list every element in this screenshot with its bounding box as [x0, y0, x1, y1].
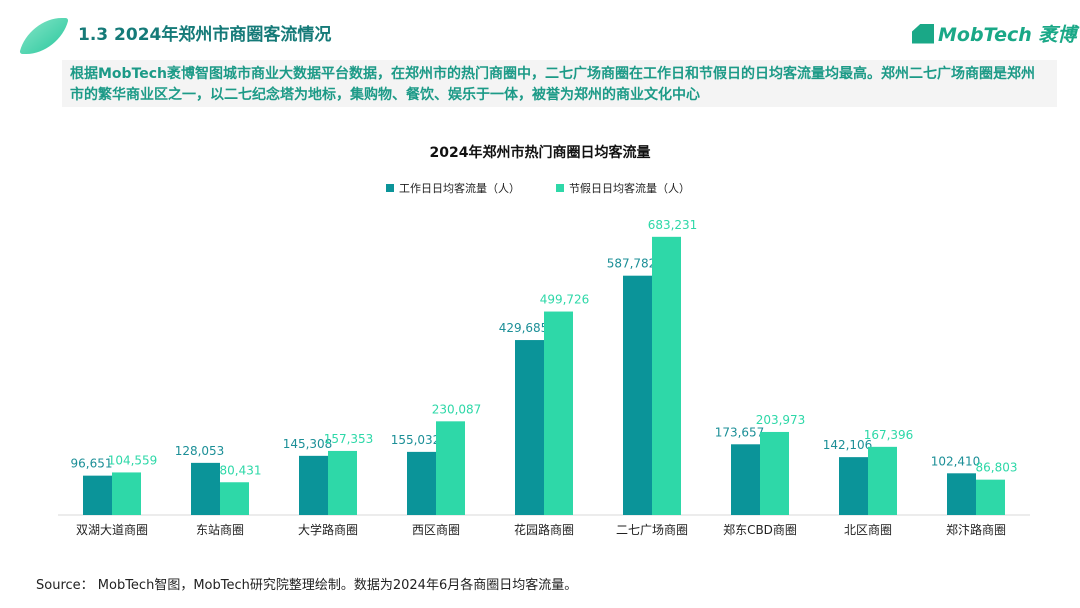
- chart-title: 2024年郑州市热门商圈日均客流量: [430, 144, 651, 161]
- bar: [652, 236, 681, 515]
- legend-swatch: [386, 184, 394, 192]
- bar: [947, 473, 976, 515]
- bar: [112, 472, 141, 515]
- legend-label: 工作日日均客流量（人）: [399, 181, 520, 195]
- bar: [83, 475, 112, 515]
- x-tick-label: 西区商圈: [412, 522, 460, 537]
- data-label: 173,657: [715, 425, 765, 439]
- data-label: 157,353: [324, 432, 374, 446]
- x-tick-label: 花园路商圈: [514, 522, 574, 537]
- data-label: 203,973: [756, 413, 806, 427]
- x-tick-label: 二七广场商圈: [616, 522, 688, 537]
- data-label: 429,685: [499, 321, 549, 335]
- data-label: 683,231: [648, 218, 698, 232]
- legend-swatch: [556, 184, 564, 192]
- logo-mark-icon: [912, 23, 934, 44]
- source-note: Source： MobTech智图，MobTech研究院整理绘制。数据为2024…: [36, 578, 578, 593]
- bar: [839, 457, 868, 515]
- x-tick-label: 北区商圈: [844, 522, 892, 537]
- bar: [407, 451, 436, 515]
- data-label: 587,782: [607, 257, 657, 271]
- data-label: 499,726: [540, 293, 590, 307]
- bar: [220, 482, 249, 515]
- data-label: 128,053: [175, 444, 225, 458]
- data-label: 80,431: [220, 463, 262, 477]
- bar: [868, 446, 897, 515]
- bar: [191, 462, 220, 515]
- data-label: 96,651: [71, 457, 113, 471]
- bar: [623, 275, 652, 515]
- logo-text: MobTech 袤博: [938, 24, 1077, 46]
- x-tick-label: 大学路商圈: [298, 522, 358, 537]
- x-tick-label: 东站商圈: [196, 522, 244, 537]
- data-label: 155,032: [391, 433, 441, 447]
- data-label: 86,803: [976, 461, 1018, 475]
- data-label: 102,410: [931, 454, 981, 468]
- mobtech-logo: MobTech 袤博: [912, 20, 1076, 47]
- bar: [328, 450, 357, 515]
- page-title: 1.3 2024年郑州市商圈客流情况: [78, 25, 332, 45]
- bar: [976, 479, 1005, 515]
- legend-label: 节假日日均客流量（人）: [569, 181, 690, 195]
- data-label: 167,396: [864, 428, 914, 442]
- summary-text: 根据MobTech袤博智图城市商业大数据平台数据，在郑州市的热门商圈中，二七广场…: [62, 60, 1057, 107]
- x-tick-label: 郑东CBD商圈: [723, 522, 797, 537]
- x-tick-label: 郑汴路商圈: [946, 522, 1006, 537]
- data-label: 230,087: [432, 402, 482, 416]
- bar: [544, 311, 573, 515]
- data-label: 142,106: [823, 438, 873, 452]
- bar: [299, 455, 328, 515]
- bar: [760, 431, 789, 515]
- data-label: 145,308: [283, 437, 333, 451]
- bar: [436, 421, 465, 515]
- bar: [731, 444, 760, 515]
- bar: [515, 340, 544, 515]
- data-label: 104,559: [108, 453, 158, 467]
- x-tick-label: 双湖大道商圈: [76, 522, 148, 537]
